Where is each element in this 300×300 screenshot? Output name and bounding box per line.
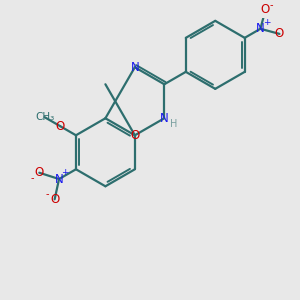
Text: N: N bbox=[130, 61, 139, 74]
Text: +: + bbox=[61, 168, 69, 177]
Text: -: - bbox=[269, 1, 273, 10]
Text: N: N bbox=[256, 22, 265, 35]
Text: +: + bbox=[263, 18, 270, 27]
Text: O: O bbox=[35, 166, 44, 179]
Text: -: - bbox=[31, 173, 34, 183]
Text: CH₃: CH₃ bbox=[35, 112, 54, 122]
Text: H: H bbox=[170, 119, 178, 129]
Text: O: O bbox=[130, 129, 140, 142]
Text: N: N bbox=[55, 172, 63, 185]
Text: N: N bbox=[160, 112, 169, 125]
Text: O: O bbox=[56, 120, 65, 133]
Text: O: O bbox=[275, 27, 284, 40]
Text: O: O bbox=[50, 193, 59, 206]
Text: -: - bbox=[46, 189, 50, 199]
Text: O: O bbox=[261, 3, 270, 16]
